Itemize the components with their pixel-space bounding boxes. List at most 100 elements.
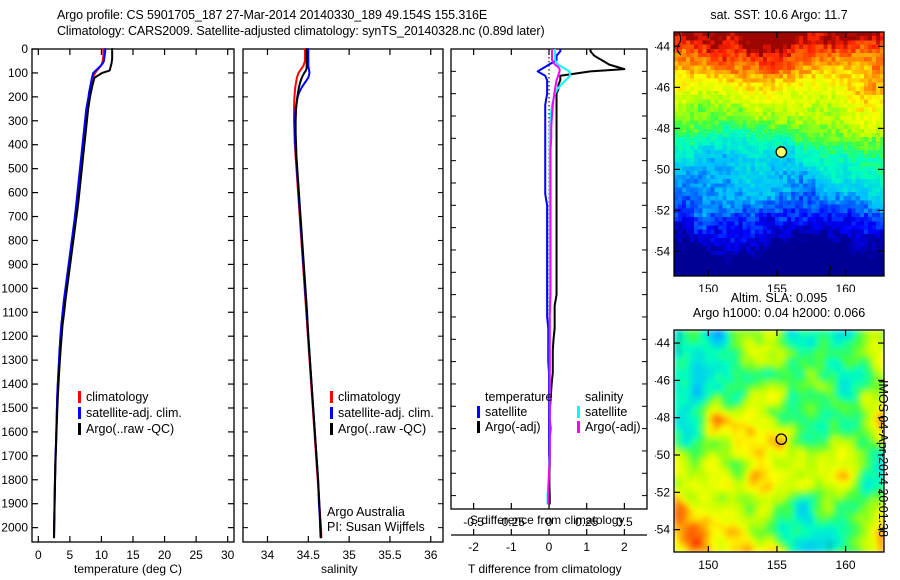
credit-org: Argo Australia: [327, 505, 405, 519]
imos-timestamp: IMOS 04-Apr-2014 20:01:38: [876, 380, 890, 538]
svg-text:20: 20: [158, 548, 172, 562]
legend-title-salinity: salinity: [585, 390, 624, 404]
svg-text:1900: 1900: [1, 497, 28, 511]
header-line-2: Climatology: CARS2009. Satellite-adjuste…: [57, 24, 545, 38]
svg-text:300: 300: [8, 114, 28, 128]
svg-text:1700: 1700: [1, 449, 28, 463]
panel-difference: -0.5 -0.25 0 0.25 0.5 -2 -1 0 1 2: [450, 0, 660, 580]
svg-text:34.5: 34.5: [297, 548, 321, 562]
legend-swatch-argo-raw-qc-sal: [330, 423, 333, 435]
svg-text:150: 150: [698, 282, 718, 292]
difference-xlabel-T: T difference from climatology: [468, 562, 622, 576]
legend-swatch-satellite-adj-clim-sal: [330, 407, 333, 419]
legend-item-satellite-adj-clim-sal: satellite-adj. clim.: [330, 406, 434, 420]
salinity-xlabel: salinity: [321, 562, 358, 576]
svg-text:0: 0: [35, 548, 42, 562]
svg-text:0.25: 0.25: [575, 515, 599, 529]
legend-label-satellite-adj-clim: satellite-adj. clim.: [86, 406, 182, 420]
difference-xlabel-S: S difference from climatology: [470, 513, 625, 527]
svg-text:0.5: 0.5: [616, 515, 633, 529]
legend-difference-temperature: temperature satellite Argo(-adj): [477, 390, 552, 434]
svg-text:-0.5: -0.5: [463, 515, 484, 529]
map-sst-title: sat. SST: 10.6 Argo: 11.7: [710, 8, 848, 22]
svg-text:1500: 1500: [1, 401, 28, 415]
svg-text:1100: 1100: [2, 305, 28, 319]
svg-text:5: 5: [67, 548, 74, 562]
legend-item-diff-argo-adj-T: Argo(-adj): [477, 420, 552, 434]
svg-text:160: 160: [836, 282, 856, 292]
svg-text:-50: -50: [655, 162, 670, 176]
legend-title-temperature: temperature: [485, 390, 553, 404]
svg-text:155: 155: [767, 282, 787, 292]
temperature-xlabel: temperature (deg C): [74, 562, 183, 576]
svg-text:35: 35: [342, 548, 356, 562]
legend-swatch-argo-raw-qc: [78, 423, 81, 435]
legend-swatch-diff-argo-adj-S: [577, 421, 580, 433]
svg-text:400: 400: [8, 138, 28, 152]
legend-label-climatology: climatology: [86, 390, 149, 404]
svg-text:1300: 1300: [1, 353, 28, 367]
map-sla-title-line1: Altim. SLA: 0.095: [730, 291, 828, 305]
svg-text:15: 15: [126, 548, 140, 562]
panel-temperature: 0 5 10 15 20 25 30 0 100 200 300 400 500 600 700 800 900…: [0, 0, 240, 580]
svg-text:36: 36: [424, 548, 438, 562]
legend-swatch-climatology: [78, 391, 81, 403]
svg-text:500: 500: [8, 162, 28, 176]
legend-swatch-diff-satellite-S: [577, 406, 580, 418]
panel-salinity: 34 34.5 35 35.5 36: [240, 0, 455, 580]
svg-text:-48: -48: [655, 121, 670, 135]
legend-label-climatology-sal: climatology: [338, 390, 401, 404]
svg-text:-44: -44: [655, 39, 670, 53]
svg-text:200: 200: [8, 90, 28, 104]
svg-text:-54: -54: [655, 244, 670, 258]
salinity-plot-svg: 34 34.5 35 35.5 36: [242, 48, 444, 562]
svg-text:0: 0: [546, 540, 553, 554]
legend-label-satellite-adj-clim-sal: satellite-adj. clim.: [338, 406, 434, 420]
legend-item-argo-raw-qc: Argo(..raw -QC): [78, 422, 182, 436]
svg-text:600: 600: [8, 186, 28, 200]
legend-swatch-climatology-sal: [330, 391, 333, 403]
legend-temperature: climatology satellite-adj. clim. Argo(..…: [78, 390, 182, 436]
svg-text:-1: -1: [506, 540, 517, 554]
legend-label-diff-argo-adj-T: Argo(-adj): [485, 420, 541, 434]
svg-text:700: 700: [8, 210, 28, 224]
legend-label-argo-raw-qc: Argo(..raw -QC): [86, 422, 175, 436]
svg-text:2000: 2000: [1, 521, 28, 535]
svg-text:1200: 1200: [1, 329, 28, 343]
credit-pi: PI: Susan Wijffels: [327, 520, 425, 534]
legend-item-climatology-sal: climatology: [330, 390, 434, 404]
svg-text:25: 25: [189, 548, 203, 562]
svg-text:2: 2: [621, 540, 628, 554]
svg-text:35.5: 35.5: [378, 548, 402, 562]
svg-text:800: 800: [8, 233, 28, 247]
temperature-plot-svg: 0 5 10 15 20 25 300100200300400500600700800900…: [1, 42, 235, 562]
svg-text:100: 100: [8, 66, 28, 80]
legend-item-climatology: climatology: [78, 390, 182, 404]
legend-label-diff-satellite-T: satellite: [485, 405, 528, 419]
svg-text:-2: -2: [468, 540, 479, 554]
legend-difference-salinity: salinity satellite Argo(-adj): [577, 390, 641, 434]
svg-text:-46: -46: [655, 80, 670, 94]
legend-label-argo-raw-qc-sal: Argo(..raw -QC): [338, 422, 427, 436]
svg-text:1000: 1000: [1, 281, 28, 295]
legend-item-argo-raw-qc-sal: Argo(..raw -QC): [330, 422, 434, 436]
svg-text:0: 0: [546, 515, 553, 529]
map-sst-svg: 150 155 160 -44 -46 -48 -50 -52 -54: [655, 31, 885, 292]
header-line-1: Argo profile: CS 5901705_187 27-Mar-2014…: [57, 8, 488, 22]
map-sst: 150 155 160 -44 -46 -48 -50 -52 -54: [655, 30, 900, 292]
svg-text:10: 10: [95, 548, 109, 562]
svg-text:900: 900: [8, 257, 28, 271]
svg-text:1600: 1600: [1, 425, 28, 439]
svg-text:1: 1: [583, 540, 590, 554]
legend-salinity: climatology satellite-adj. clim. Argo(..…: [330, 390, 434, 436]
svg-text:1800: 1800: [1, 473, 28, 487]
legend-label-diff-argo-adj-S: Argo(-adj): [585, 420, 641, 434]
legend-swatch-satellite-adj-clim: [78, 407, 81, 419]
legend-item-diff-satellite-S: satellite: [577, 405, 641, 419]
svg-text:30: 30: [221, 548, 235, 562]
legend-item-satellite-adj-clim: satellite-adj. clim.: [78, 406, 182, 420]
legend-item-diff-argo-adj-S: Argo(-adj): [577, 420, 641, 434]
difference-plot-svg: -0.5 -0.25 0 0.25 0.5 -2 -1 0 1 2: [450, 48, 648, 554]
